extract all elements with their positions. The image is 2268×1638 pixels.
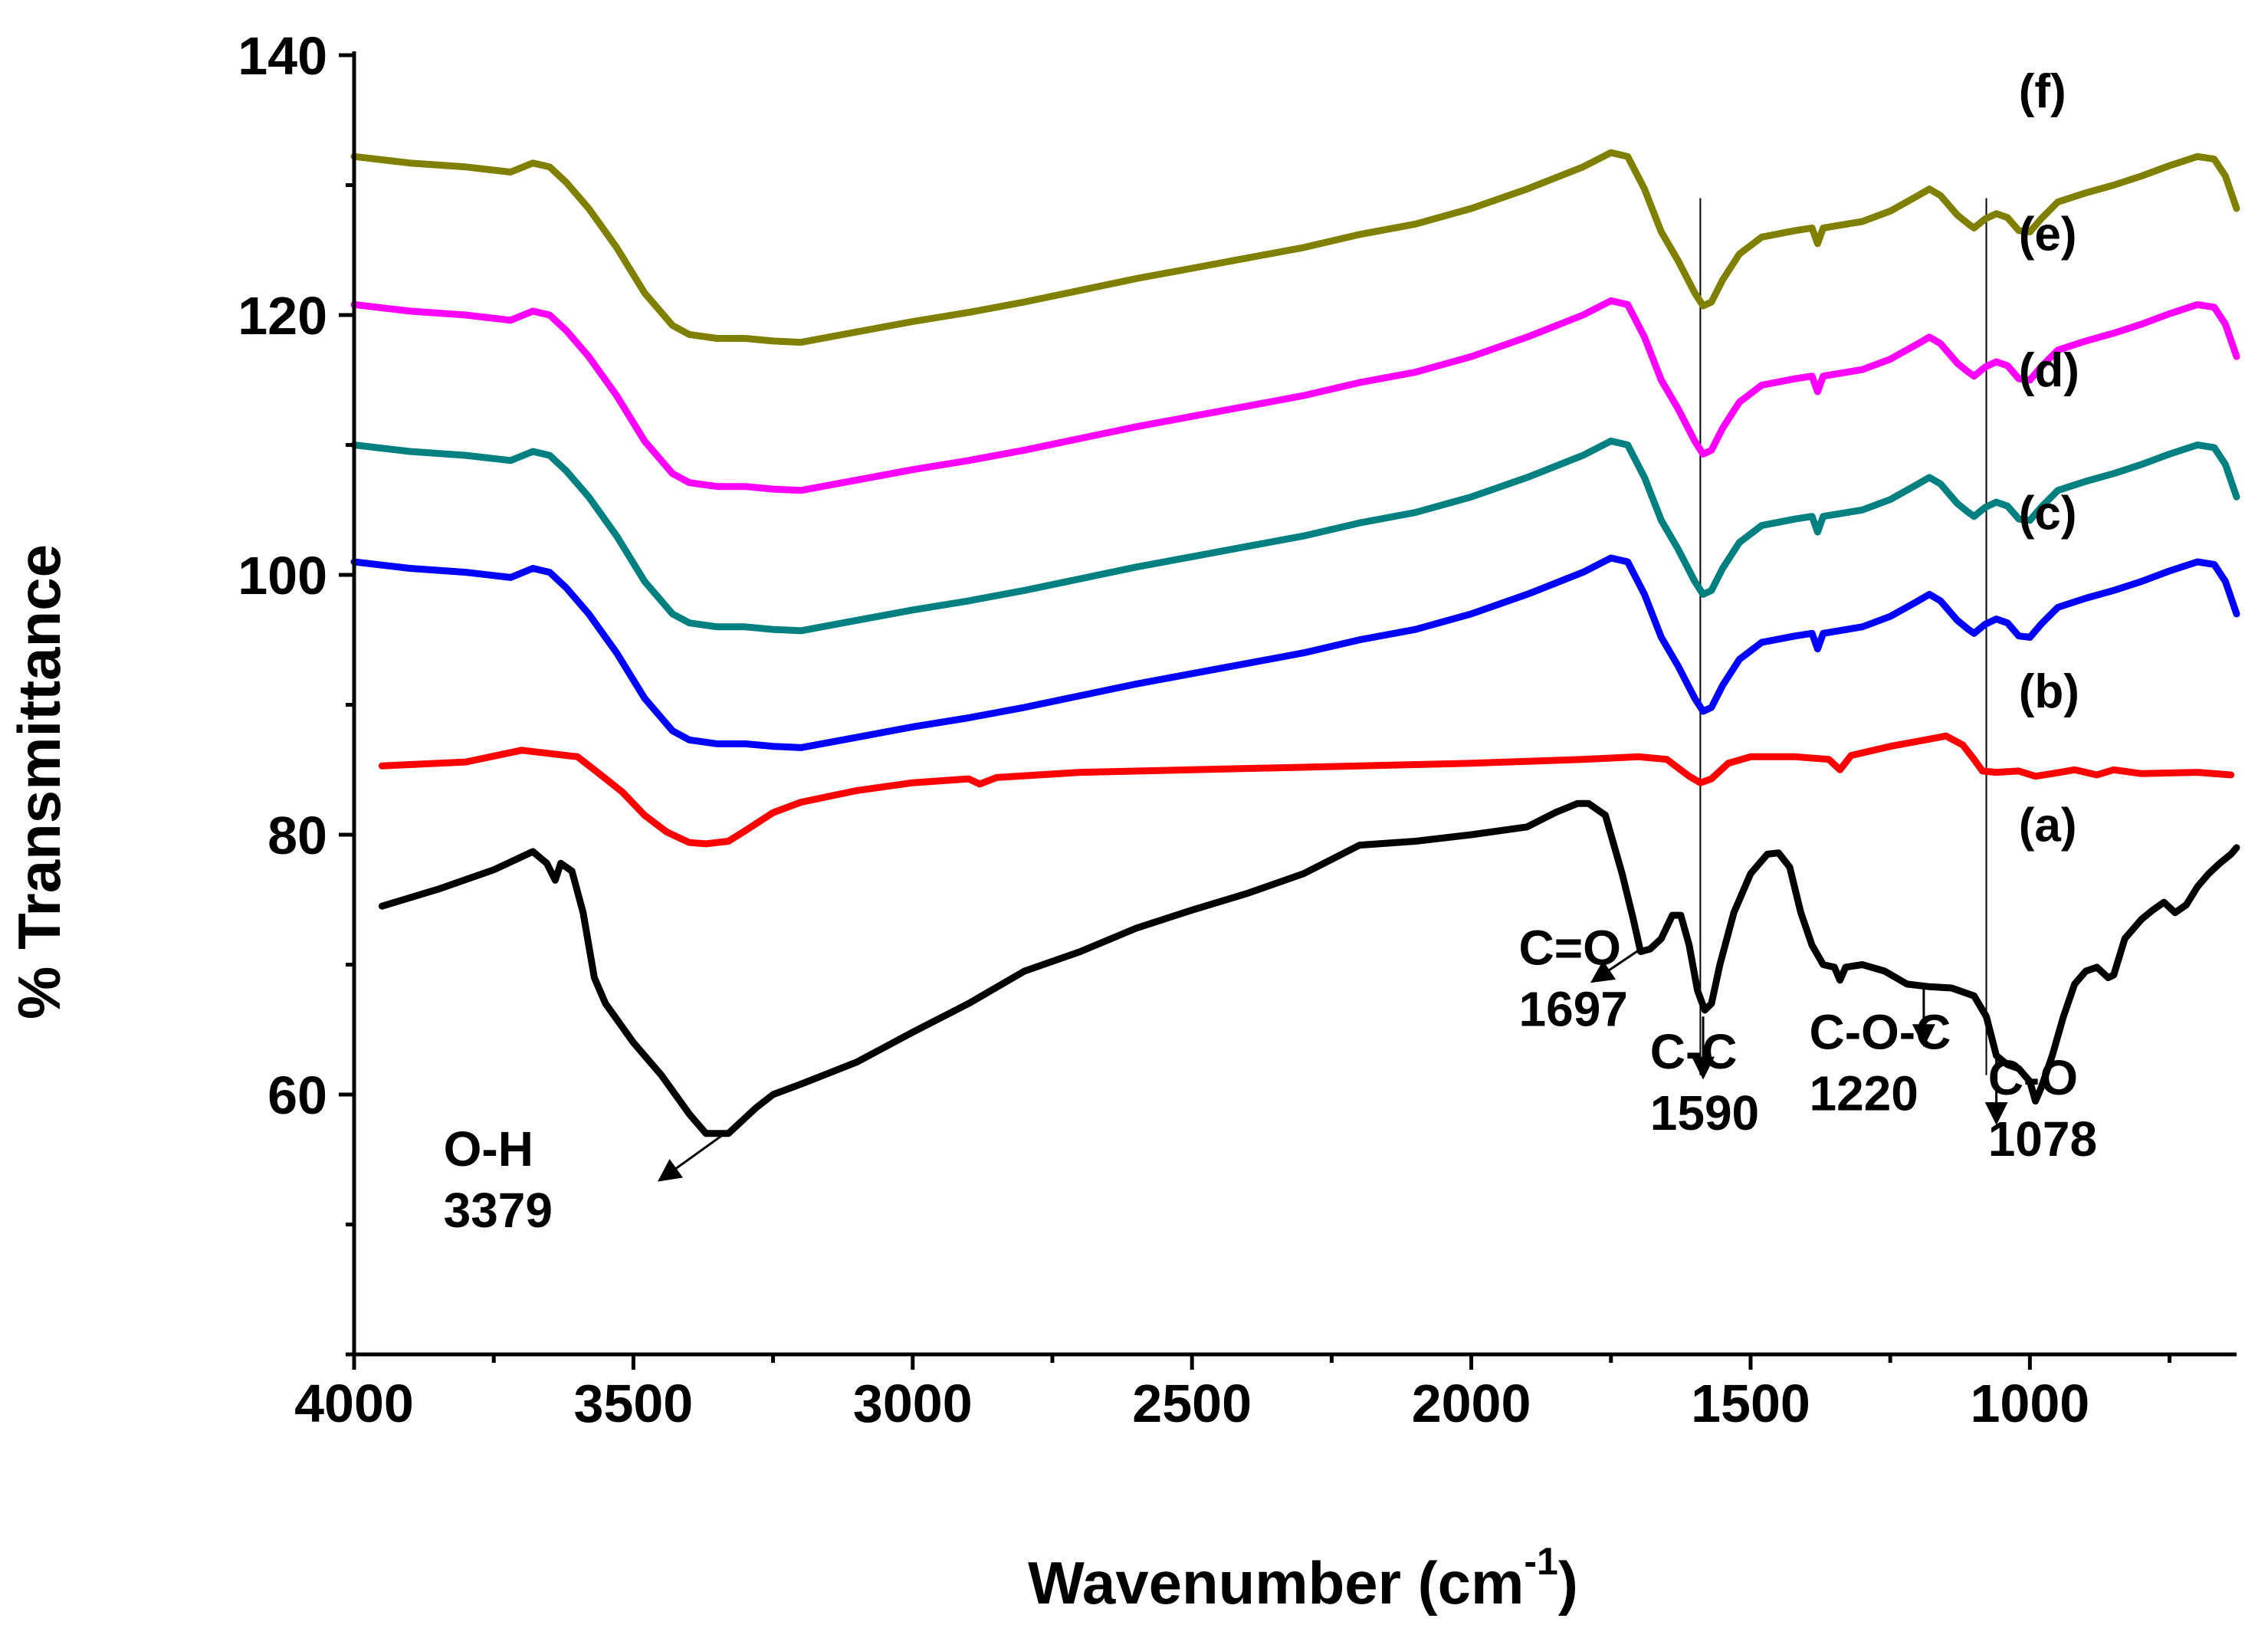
x-axis-title-sup: -1 — [1524, 1540, 1557, 1583]
x-tick-label: 1000 — [1970, 1374, 2089, 1433]
y-tick-label: 80 — [267, 806, 327, 865]
series-label: (f) — [2019, 65, 2066, 118]
x-tick-label: 2500 — [1132, 1374, 1252, 1433]
y-tick-label: 100 — [238, 546, 327, 606]
x-tick-label: 4000 — [294, 1374, 414, 1433]
series-line — [350, 437, 2240, 635]
annotation-value: 1078 — [1988, 1111, 2097, 1167]
annotation-label: C-O-C — [1809, 1005, 1951, 1060]
series-label: (c) — [2019, 487, 2077, 540]
annotation-value: 1220 — [1809, 1066, 1918, 1121]
annotation-label: C-O — [1988, 1050, 2078, 1105]
annotation-value: 1590 — [1650, 1085, 1759, 1141]
x-axis-title-main: Wavenumber (cm — [1028, 1549, 1524, 1617]
x-tick-label: 3000 — [853, 1374, 973, 1433]
x-axis-title: Wavenumber (cm-1) — [1028, 1540, 1578, 1617]
annotation-label: C=O — [1519, 921, 1621, 976]
annotation-value: 3379 — [444, 1183, 553, 1238]
series-line — [350, 297, 2240, 494]
x-tick-label: 1500 — [1691, 1374, 1810, 1433]
x-axis-title-close: ) — [1558, 1549, 1578, 1617]
series-label: (b) — [2019, 665, 2079, 718]
annotation-arrow — [1590, 947, 1642, 983]
y-axis-title: % Transmittance — [5, 544, 73, 1019]
annotation-label: O-H — [444, 1121, 533, 1177]
series-line — [350, 149, 2240, 346]
annotation-label: C-C — [1650, 1024, 1738, 1079]
series-line — [350, 554, 2240, 751]
annotation-arrow — [657, 1130, 730, 1182]
series-line — [378, 799, 2240, 1137]
series-label: (d) — [2019, 344, 2079, 397]
x-tick-label: 3500 — [574, 1374, 694, 1433]
series-line — [378, 732, 2235, 848]
x-tick-label: 2000 — [1412, 1374, 1531, 1433]
y-tick-label: 60 — [267, 1065, 327, 1125]
series-label: (e) — [2019, 208, 2077, 261]
y-tick-label: 140 — [238, 26, 327, 86]
series-label: (a) — [2019, 799, 2077, 852]
annotation-value: 1697 — [1519, 982, 1628, 1037]
y-tick-label: 120 — [238, 286, 327, 346]
